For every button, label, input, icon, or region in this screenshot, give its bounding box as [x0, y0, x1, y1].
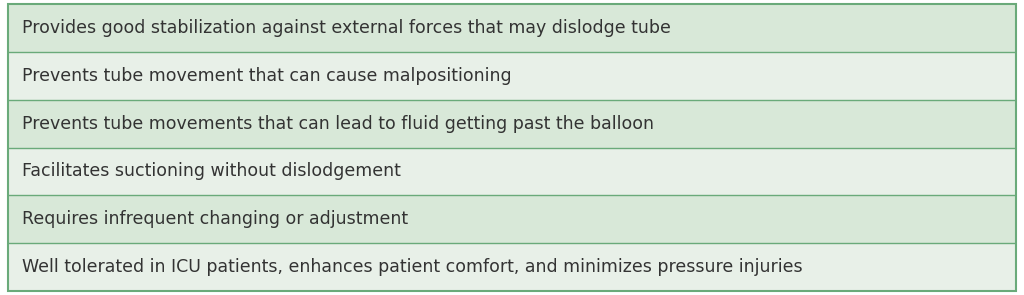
Bar — [8, 148, 1016, 195]
Bar — [8, 195, 1016, 243]
Bar — [8, 4, 1016, 52]
Text: Prevents tube movement that can cause malpositioning: Prevents tube movement that can cause ma… — [22, 67, 511, 85]
Bar — [8, 100, 1016, 148]
Bar — [8, 243, 1016, 291]
Text: Prevents tube movements that can lead to fluid getting past the balloon: Prevents tube movements that can lead to… — [22, 115, 653, 133]
Text: Well tolerated in ICU patients, enhances patient comfort, and minimizes pressure: Well tolerated in ICU patients, enhances… — [22, 258, 802, 276]
Text: Facilitates suctioning without dislodgement: Facilitates suctioning without dislodgem… — [22, 162, 400, 180]
Text: Provides good stabilization against external forces that may dislodge tube: Provides good stabilization against exte… — [22, 19, 671, 37]
Text: Requires infrequent changing or adjustment: Requires infrequent changing or adjustme… — [22, 210, 408, 228]
Bar — [8, 52, 1016, 100]
